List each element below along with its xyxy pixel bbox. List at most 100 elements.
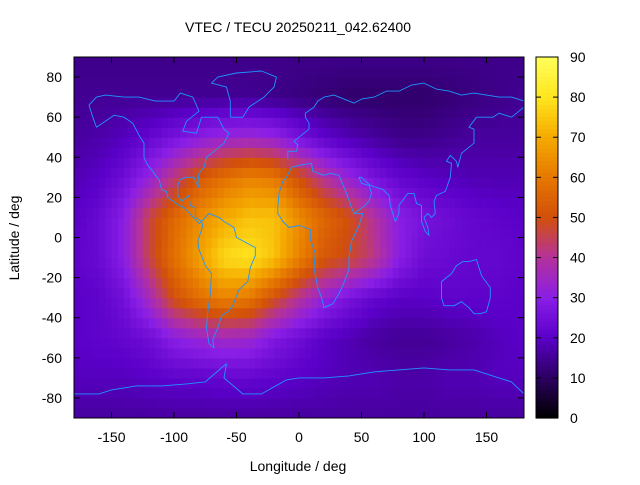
heatmap-cell — [230, 357, 238, 369]
heatmap-cell — [211, 237, 219, 249]
heatmap-cell — [505, 317, 513, 329]
heatmap-cell — [174, 307, 181, 319]
heatmap-cell — [317, 247, 325, 259]
heatmap-cell — [180, 57, 188, 68]
heatmap-cell — [211, 397, 219, 409]
colorbar-segment — [536, 225, 558, 231]
heatmap-cell — [142, 167, 150, 178]
heatmap-cell — [286, 357, 294, 369]
heatmap-cell — [174, 97, 181, 108]
heatmap-cell — [261, 57, 269, 68]
heatmap-cell — [174, 87, 181, 98]
heatmap-cell — [492, 397, 500, 409]
heatmap-cell — [199, 77, 206, 88]
heatmap-cell — [136, 217, 144, 229]
heatmap-cell — [117, 357, 125, 369]
heatmap-cell — [424, 187, 431, 198]
heatmap-cell — [499, 147, 506, 158]
heatmap-cell — [155, 277, 163, 289]
heatmap-cell — [311, 327, 319, 339]
heatmap-cell — [392, 177, 400, 188]
heatmap-cell — [92, 387, 100, 399]
heatmap-cell — [186, 257, 194, 269]
heatmap-cell — [292, 407, 300, 418]
heatmap-cell — [517, 177, 524, 188]
heatmap-cell — [92, 97, 100, 108]
heatmap-cell — [411, 277, 419, 289]
heatmap-cell — [192, 87, 200, 98]
heatmap-cell — [411, 297, 419, 309]
heatmap-cell — [255, 67, 263, 78]
heatmap-cell — [199, 377, 206, 389]
heatmap-cell — [367, 317, 375, 329]
heatmap-cell — [155, 127, 163, 138]
heatmap-cell — [192, 227, 200, 239]
heatmap-cell — [261, 287, 269, 299]
heatmap-cell — [217, 317, 225, 329]
heatmap-cell — [217, 87, 225, 98]
heatmap-cell — [211, 267, 219, 279]
heatmap-cell — [486, 307, 494, 319]
heatmap-cell — [117, 277, 125, 289]
heatmap-cell — [480, 337, 488, 349]
heatmap-cell — [242, 177, 250, 188]
heatmap-cell — [367, 197, 375, 209]
heatmap-cell — [342, 227, 350, 239]
heatmap-cell — [355, 137, 363, 148]
heatmap-cell — [311, 277, 319, 289]
heatmap-cell — [242, 87, 250, 98]
heatmap-cell — [86, 207, 94, 219]
heatmap-cell — [405, 177, 413, 188]
heatmap-cell — [311, 147, 319, 158]
heatmap-cell — [286, 187, 294, 198]
heatmap-cell — [199, 227, 206, 239]
heatmap-cell — [324, 57, 331, 68]
heatmap-cell — [255, 237, 263, 249]
heatmap-cell — [424, 257, 431, 269]
heatmap-cell — [324, 127, 331, 138]
heatmap-cell — [317, 287, 325, 299]
heatmap-cell — [417, 137, 425, 148]
heatmap-cell — [380, 77, 388, 88]
heatmap-cell — [199, 297, 206, 309]
heatmap-cell — [205, 117, 213, 128]
heatmap-cell — [149, 347, 156, 359]
heatmap-cell — [355, 147, 363, 158]
heatmap-cell — [330, 227, 338, 239]
heatmap-cell — [186, 407, 194, 418]
colorbar-segment — [536, 153, 558, 158]
heatmap-cell — [286, 217, 294, 229]
heatmap-cell — [436, 117, 444, 128]
heatmap-cell — [249, 327, 256, 339]
heatmap-cell — [274, 167, 281, 178]
heatmap-cell — [267, 377, 275, 389]
heatmap-cell — [299, 307, 306, 319]
heatmap-cell — [336, 377, 344, 389]
heatmap-cell — [274, 57, 281, 68]
heatmap-cell — [224, 357, 231, 369]
heatmap-cell — [411, 147, 419, 158]
colorbar-segment — [536, 81, 558, 86]
heatmap-cell — [242, 327, 250, 339]
heatmap-cell — [436, 277, 444, 289]
heatmap-cell — [224, 67, 231, 78]
heatmap-cell — [249, 167, 256, 178]
heatmap-cell — [405, 77, 413, 88]
heatmap-cell — [286, 347, 294, 359]
heatmap-cell — [124, 147, 131, 158]
heatmap-cell — [449, 217, 456, 229]
heatmap-cell — [492, 67, 500, 78]
heatmap-cell — [386, 167, 394, 178]
heatmap-cell — [467, 147, 475, 158]
heatmap-cell — [311, 397, 319, 409]
heatmap-cell — [230, 127, 238, 138]
heatmap-cell — [480, 137, 488, 148]
heatmap-cell — [324, 187, 331, 198]
heatmap-cell — [367, 307, 375, 319]
heatmap-cell — [261, 157, 269, 168]
heatmap-cell — [242, 167, 250, 178]
heatmap-cell — [267, 147, 275, 158]
heatmap-cell — [217, 237, 225, 249]
heatmap-cell — [361, 337, 369, 349]
heatmap-cell — [486, 337, 494, 349]
